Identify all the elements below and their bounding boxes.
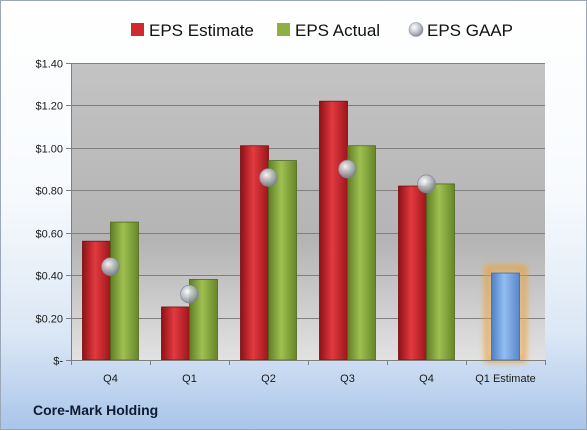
x-tick-label: Q1 bbox=[182, 373, 197, 385]
eps-actual-bar bbox=[268, 160, 297, 361]
y-tick-label: $0.60 bbox=[35, 229, 63, 241]
legend-swatch bbox=[408, 22, 424, 37]
gaap-markers bbox=[101, 159, 436, 304]
x-axis: Q4 Q1 Q2 Q3 Q4 Q1 Estimate bbox=[71, 360, 546, 385]
q1-estimate-bar bbox=[491, 272, 520, 361]
eps-gaap-marker bbox=[417, 174, 436, 194]
eps-gaap-marker bbox=[338, 159, 357, 179]
eps-actual-bar bbox=[347, 145, 376, 361]
eps-estimate-bar bbox=[398, 185, 427, 361]
legend-swatch bbox=[277, 23, 290, 36]
y-tick-label: $1.00 bbox=[35, 144, 63, 156]
y-tick-label: $0.80 bbox=[35, 186, 63, 198]
eps-actual-bar bbox=[426, 183, 455, 361]
y-tick-label: $1.40 bbox=[35, 59, 63, 71]
y-tick-label: $- bbox=[53, 356, 63, 368]
legend: EPS Estimate EPS Actual EPS GAAP bbox=[131, 21, 513, 40]
eps-actual-bar bbox=[110, 221, 139, 361]
x-tick-label: Q4 bbox=[419, 373, 434, 385]
gridlines bbox=[71, 63, 545, 361]
eps-gaap-marker bbox=[101, 257, 120, 276]
eps-estimate-bar bbox=[319, 100, 348, 361]
company-name: Core-Mark Holding bbox=[33, 402, 159, 418]
legend-label: EPS Estimate bbox=[149, 21, 254, 40]
y-tick-label: $0.20 bbox=[35, 314, 63, 326]
x-tick-label: Q1 Estimate bbox=[475, 373, 536, 385]
y-tick-label: $0.40 bbox=[35, 271, 63, 283]
x-tick-label: Q4 bbox=[103, 373, 118, 385]
eps-gaap-marker bbox=[180, 284, 199, 304]
x-tick-label: Q3 bbox=[340, 373, 355, 385]
x-tick-label: Q2 bbox=[261, 373, 276, 385]
eps-gaap-marker bbox=[259, 168, 278, 187]
eps-estimate-bar bbox=[161, 306, 190, 361]
legend-label: EPS Actual bbox=[295, 21, 380, 40]
y-axis: $- $0.20 $0.40 $0.60 $0.80 $1.00 $1.20 $1.40 bbox=[35, 59, 72, 368]
y-tick-label: $1.20 bbox=[35, 101, 63, 113]
legend-swatch bbox=[131, 23, 144, 36]
legend-label: EPS GAAP bbox=[427, 21, 513, 40]
plot-area bbox=[71, 63, 545, 360]
bars bbox=[82, 100, 527, 363]
